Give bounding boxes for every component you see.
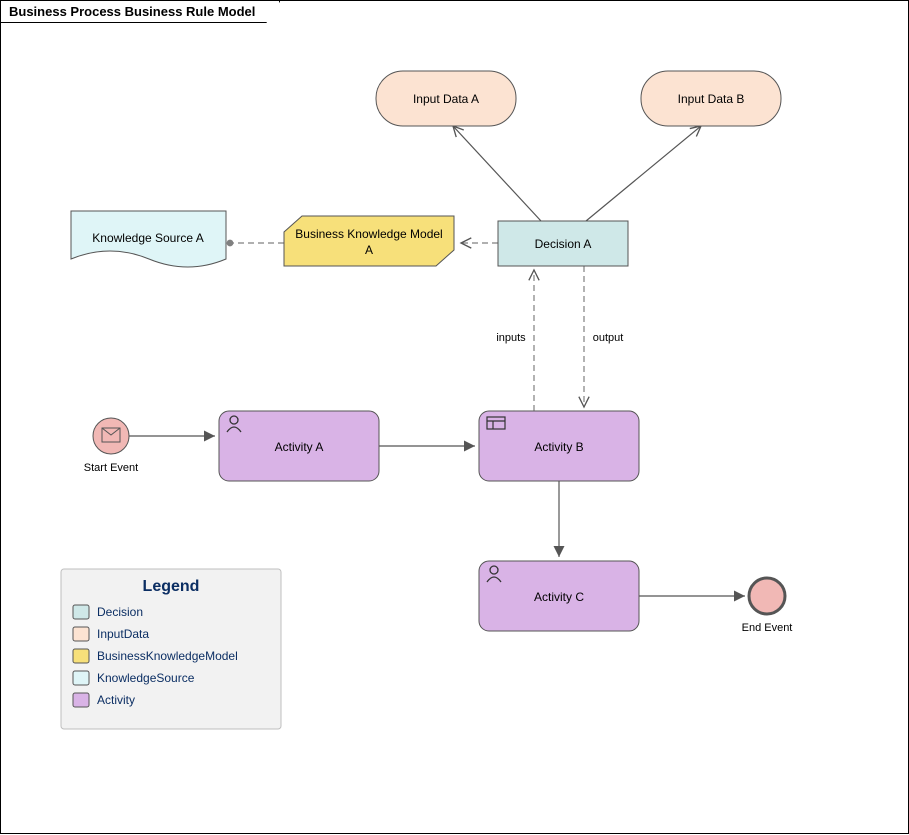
legend: Legend Decision InputData BusinessKnowle… xyxy=(61,569,281,729)
node-decision: Decision A xyxy=(498,221,628,266)
edge-label-output: output xyxy=(593,332,624,344)
node-knowledge-source: Knowledge Source A xyxy=(71,211,226,267)
node-activity-a: Activity A xyxy=(219,411,379,481)
node-business-knowledge-model: Business Knowledge Model A xyxy=(284,216,454,266)
legend-item: Activity xyxy=(73,693,135,707)
svg-text:KnowledgeSource: KnowledgeSource xyxy=(97,671,195,685)
svg-text:BusinessKnowledgeModel: BusinessKnowledgeModel xyxy=(97,649,238,663)
svg-text:Decision A: Decision A xyxy=(535,237,592,251)
legend-item: BusinessKnowledgeModel xyxy=(73,649,238,663)
svg-text:Knowledge Source A: Knowledge Source A xyxy=(92,231,203,245)
svg-text:Activity B: Activity B xyxy=(534,440,583,454)
svg-text:Input Data B: Input Data B xyxy=(678,92,745,106)
svg-text:Decision: Decision xyxy=(97,605,143,619)
node-activity-b: Activity B xyxy=(479,411,639,481)
node-input-data-b: Input Data B xyxy=(641,71,781,126)
legend-item: InputData xyxy=(73,627,149,641)
diagram-title: Business Process Business Rule Model xyxy=(1,1,280,23)
end-event-caption: End Event xyxy=(742,622,793,634)
node-activity-c: Activity C xyxy=(479,561,639,631)
node-start-event: Start Event xyxy=(84,418,138,474)
edge-decision-to-input-a xyxy=(453,126,541,221)
diagram-canvas: inputs output Input Data A Input Data B … xyxy=(1,1,909,835)
start-event-caption: Start Event xyxy=(84,462,138,474)
diagram-frame: Business Process Business Rule Model inp… xyxy=(0,0,909,834)
edge-decision-to-input-b xyxy=(586,126,701,221)
svg-text:A: A xyxy=(365,243,373,257)
legend-item: Decision xyxy=(73,605,143,619)
svg-text:InputData: InputData xyxy=(97,627,149,641)
node-input-data-a: Input Data A xyxy=(376,71,516,126)
svg-text:Activity A: Activity A xyxy=(275,440,324,454)
svg-text:Business Knowledge Model: Business Knowledge Model xyxy=(295,227,442,241)
svg-text:Activity C: Activity C xyxy=(534,590,584,604)
edge-label-inputs: inputs xyxy=(496,332,526,344)
legend-title: Legend xyxy=(143,578,200,595)
svg-text:Activity: Activity xyxy=(97,693,135,707)
svg-text:Input Data A: Input Data A xyxy=(413,92,479,106)
node-end-event: End Event xyxy=(742,578,793,634)
